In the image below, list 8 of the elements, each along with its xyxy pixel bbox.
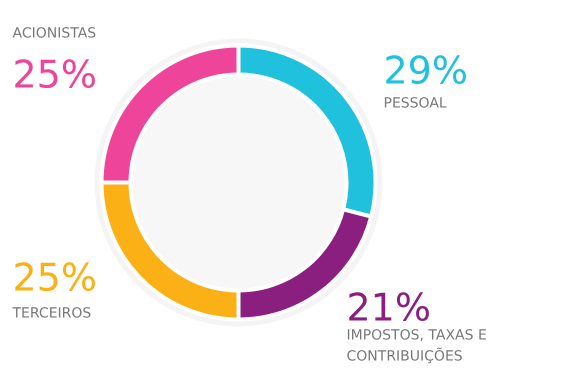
slice-label: IMPOSTOS, TAXAS E CONTRIBUIÇÕES xyxy=(346,328,487,364)
data-label: 29% xyxy=(384,48,468,92)
data-label: 25% xyxy=(12,52,97,96)
data-label: 25% xyxy=(12,256,97,300)
slice-label: ACIONISTAS xyxy=(12,26,96,42)
data-label: 21% xyxy=(346,286,431,330)
slice-label: PESSOAL xyxy=(384,96,447,112)
slice-label: TERCEIROS xyxy=(12,306,92,322)
